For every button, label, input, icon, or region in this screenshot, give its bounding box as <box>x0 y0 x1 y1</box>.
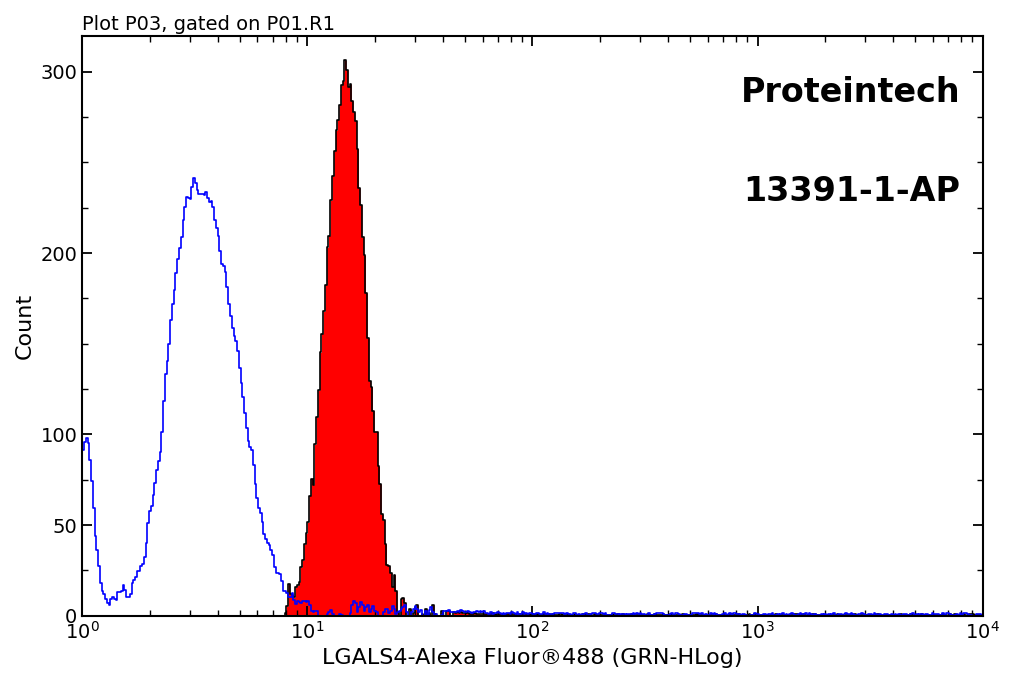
Text: 13391-1-AP: 13391-1-AP <box>743 175 960 208</box>
X-axis label: LGALS4-Alexa Fluor®488 (GRN-HLog): LGALS4-Alexa Fluor®488 (GRN-HLog) <box>322 648 743 668</box>
Text: Plot P03, gated on P01.R1: Plot P03, gated on P01.R1 <box>82 15 335 34</box>
Text: Proteintech: Proteintech <box>741 76 960 109</box>
Y-axis label: Count: Count <box>15 292 35 359</box>
